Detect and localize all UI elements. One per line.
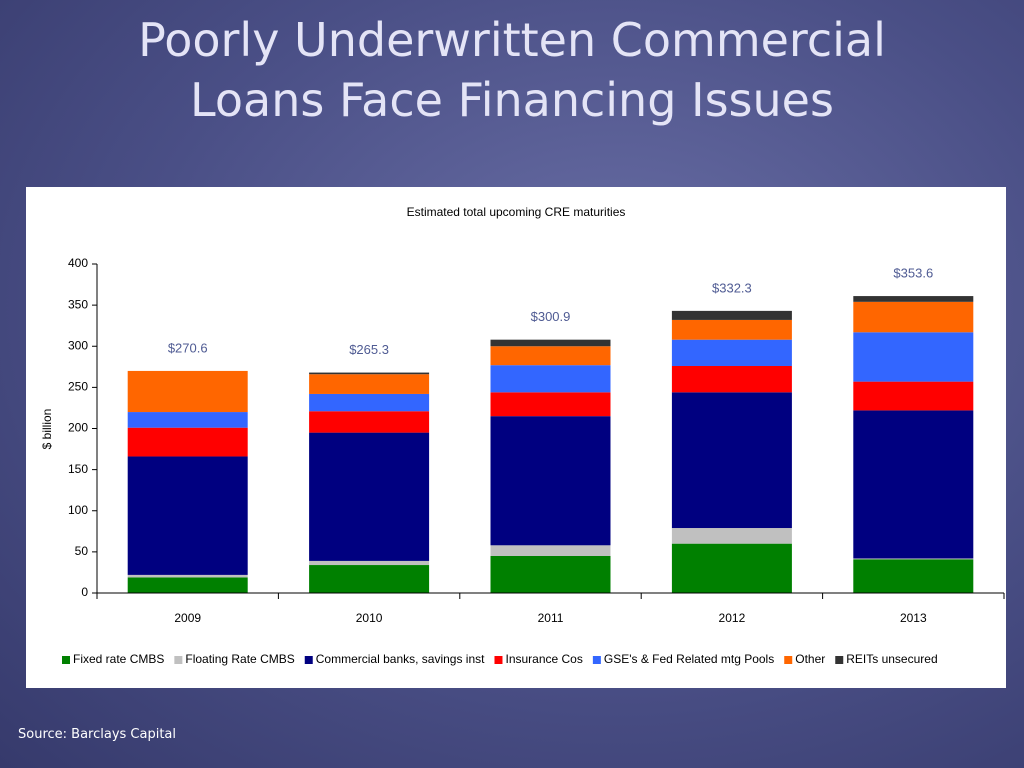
x-tick-label: 2009 — [174, 611, 201, 625]
bar-segment — [490, 365, 611, 393]
bar-segment — [853, 296, 974, 302]
bar-segment — [853, 381, 974, 411]
y-tick-label: 0 — [81, 585, 88, 599]
chart-title: Estimated total upcoming CRE maturities — [407, 205, 626, 219]
x-tick-label: 2010 — [356, 611, 383, 625]
bar-segment — [309, 372, 430, 375]
legend-swatch — [174, 656, 183, 664]
bar-segment — [127, 427, 248, 457]
bar-segment — [309, 560, 430, 566]
legend-label: Fixed rate CMBS — [73, 652, 164, 666]
y-tick-label: 200 — [68, 421, 88, 435]
legend-swatch — [62, 656, 70, 664]
total-label: $300.9 — [531, 309, 571, 324]
bar-segment — [671, 310, 792, 320]
bar-segment — [127, 574, 248, 578]
total-label: $265.3 — [349, 342, 389, 357]
legend-label: REITs unsecured — [846, 652, 937, 666]
bar-segment — [490, 545, 611, 556]
bar-segment — [671, 392, 792, 529]
y-tick-label: 50 — [75, 544, 89, 558]
y-axis-label: $ billion — [40, 409, 54, 450]
bar-segment — [853, 301, 974, 333]
y-tick-label: 350 — [68, 297, 88, 311]
y-tick-label: 100 — [68, 503, 88, 517]
bar-segment — [127, 412, 248, 428]
chart: Estimated total upcoming CRE maturities … — [26, 187, 1006, 688]
legend-swatch — [784, 656, 793, 664]
legend-label: Insurance Cos — [505, 652, 582, 666]
bar-segment — [671, 528, 792, 544]
total-label: $332.3 — [712, 280, 752, 295]
total-label: $353.6 — [893, 266, 933, 281]
x-tick-label: 2012 — [719, 611, 746, 625]
bar-segment — [853, 559, 974, 593]
title-line: Loans Face Financing Issues — [190, 73, 834, 127]
legend-swatch — [835, 656, 844, 664]
bar-segment — [490, 555, 611, 593]
bar-segment — [490, 346, 611, 366]
title-line: Poorly Underwritten Commercial — [138, 13, 886, 67]
legend-label: Other — [795, 652, 825, 666]
legend-swatch — [494, 656, 503, 664]
bar-segment — [671, 319, 792, 340]
bar-segment — [309, 393, 430, 412]
y-tick-label: 400 — [68, 256, 88, 270]
bar-segment — [853, 558, 974, 560]
y-tick-label: 300 — [68, 338, 88, 352]
bar-segment — [127, 577, 248, 593]
bar-segment — [309, 432, 430, 561]
bar-segment — [853, 332, 974, 382]
bar-segment — [309, 565, 430, 593]
bar-segment — [671, 543, 792, 593]
legend-swatch — [304, 656, 313, 664]
bar-segment — [490, 416, 611, 546]
bar-segment — [671, 365, 792, 393]
bar-segment — [490, 339, 611, 347]
bar-segment — [853, 410, 974, 559]
bar-segment — [309, 374, 430, 394]
x-tick-label: 2011 — [538, 611, 564, 625]
bar-segment — [671, 339, 792, 366]
source: Source: Barclays Capital — [18, 727, 177, 742]
x-tick-label: 2013 — [900, 611, 927, 625]
bar-segment — [127, 370, 248, 413]
legend-swatch — [592, 656, 601, 664]
total-label: $270.6 — [168, 340, 208, 355]
bar-segment — [309, 411, 430, 433]
legend-label: Floating Rate CMBS — [185, 652, 294, 666]
bar-segment — [127, 456, 248, 575]
y-tick-label: 250 — [68, 380, 88, 394]
bar-segment — [490, 392, 611, 417]
legend-label: Commercial banks, savings inst — [316, 652, 485, 666]
y-tick-label: 150 — [68, 462, 88, 476]
slide-title: Poorly Underwritten Commercial Loans Fac… — [0, 10, 1024, 130]
legend-label: GSE's & Fed Related mtg Pools — [604, 652, 774, 666]
